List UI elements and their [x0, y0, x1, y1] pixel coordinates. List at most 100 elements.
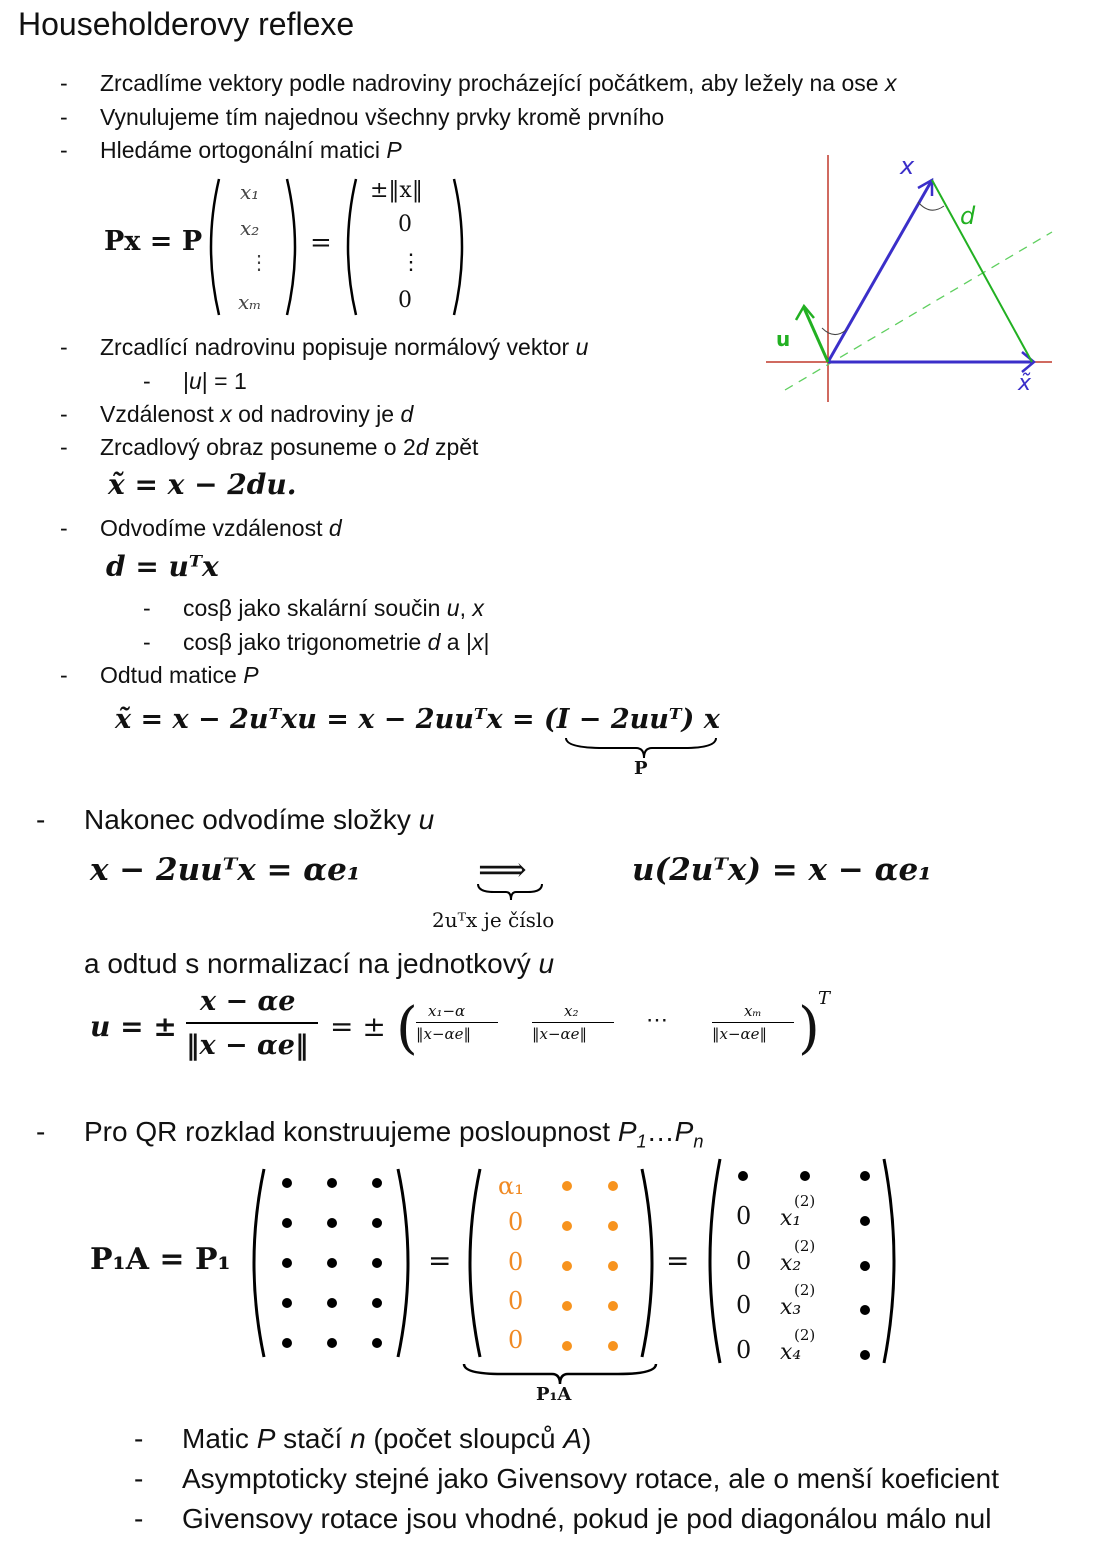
diagram-label-xt: x̃ [1017, 371, 1032, 396]
eq-alpha-rhs: u(2uᵀx) = x − αe₁ [632, 852, 932, 888]
qr-result-zero-1: 0 [736, 1202, 752, 1230]
bullet-dash: - [36, 1116, 46, 1147]
qr-result-x3: x₃ [780, 1295, 802, 1320]
eq-px-lhs: Px = P [104, 226, 203, 257]
qr-matrix-a [282, 1178, 382, 1378]
qr-result-zero-4: 0 [736, 1336, 752, 1364]
qr-result-dot-r2c3 [860, 1213, 870, 1231]
eq-vec-x1: x₁ [240, 180, 260, 204]
eq-vector-r-parens [346, 178, 464, 316]
qr-matrix-p1a-parens [468, 1168, 654, 1358]
bullet-mirror-vectors: Zrcadlíme vektory podle nadroviny prochá… [100, 70, 897, 96]
qr-result-sup3: (2) [794, 1281, 816, 1299]
eq-u-c2-bar [532, 1022, 614, 1023]
eq-u-fracbar [186, 1022, 318, 1024]
eq-implies: ⟹ [478, 850, 527, 890]
eq-u-c1-bar [416, 1022, 498, 1023]
qr-result-dot-r5c3 [860, 1347, 870, 1365]
eq-u-c1-num: x₁−α [428, 1002, 466, 1020]
eq-vec-x2: x₂ [240, 216, 260, 240]
eq-u-c3-num: xₘ [744, 1002, 762, 1020]
qr-result-dot-r1c3 [860, 1168, 870, 1186]
bullet-dash: - [60, 104, 68, 130]
eq-qr-eq2: = [666, 1244, 690, 1277]
bullet-dash: - [60, 401, 68, 427]
qr-result-zero-3: 0 [736, 1291, 752, 1319]
eq-u-c3-den: ‖x−αe‖ [712, 1025, 768, 1043]
eq-qr-lhs: P₁A = P₁ [90, 1242, 231, 1277]
bullet-dash: - [60, 334, 68, 360]
eq-vec-r0: 0 [398, 212, 412, 237]
bullet-dash: - [143, 629, 151, 655]
bullet-asymptotic: Asymptoticky stejné jako Givensovy rotac… [182, 1463, 1000, 1494]
qr-alpha1: α₁ [498, 1172, 524, 1200]
diagram-label-d: d [960, 202, 976, 230]
qr-result-x4: x₄ [780, 1340, 802, 1365]
qr-result-sup4: (2) [794, 1326, 816, 1344]
bullet-dash: - [134, 1463, 144, 1494]
eq-long: x̃ = x − 2uᵀxu = x − 2uuᵀx = (I − 2uuᵀ) … [115, 704, 720, 735]
diagram-label-u: u [776, 327, 790, 351]
eq-u-c1-den: ‖x−αe‖ [416, 1025, 472, 1043]
bullet-zero-out: Vynulujeme tím najednou všechny prvky kr… [100, 104, 665, 130]
eq-qr-eq1: = [428, 1244, 452, 1277]
qr-matrix-a-parens [252, 1168, 410, 1358]
bullet-dash: - [60, 137, 68, 163]
eq-u-transpose: T [818, 988, 831, 1009]
eq-u-lparen: ( [396, 996, 418, 1061]
eq-d: d = uᵀx [106, 550, 219, 583]
eq-u-lhs: u = ± [90, 1010, 177, 1043]
qr-result-x1: x₁ [780, 1206, 802, 1231]
eq-vec-xm: xₘ [238, 290, 262, 314]
qr-result-dot-r1c2 [800, 1168, 810, 1186]
eq-alpha-lhs: x − 2uuᵀx = αe₁ [90, 852, 361, 888]
qr-result-x2: x₂ [780, 1251, 802, 1276]
eq-u-dots: ⋯ [646, 1008, 668, 1033]
eq-equals: = [310, 228, 332, 258]
bullet-unit-norm: |u| = 1 [183, 368, 247, 394]
bullet-matrix-p: Odtud matice P [100, 662, 259, 688]
qr-zero-3: 0 [508, 1287, 524, 1315]
qr-result-sup1: (2) [794, 1192, 816, 1210]
qr-result-sup2: (2) [794, 1237, 816, 1255]
bullet-dash: - [60, 662, 68, 688]
text-normalize: a odtud s normalizací na jednotkový u [84, 948, 555, 979]
eq-implies-note: 2uᵀx je číslo [432, 908, 555, 932]
qr-matrix-p1a-dots [562, 1181, 618, 1381]
bullet-cos-dot: cosβ jako skalární součin u, x [183, 595, 484, 621]
bullet-matrix-count: Matic P stačí n (počet sloupců A) [182, 1423, 592, 1454]
eq-u-c2-den: ‖x−αe‖ [532, 1025, 588, 1043]
qr-result-zero-2: 0 [736, 1247, 752, 1275]
bullet-dash: - [60, 434, 68, 460]
bullet-cos-trig: cosβ jako trigonometrie d a |x| [183, 629, 490, 655]
reflection-diagram: x d u x̃ [766, 152, 1053, 402]
eq-u-rparen: ) [798, 996, 820, 1061]
eq-u-num: x − αe [200, 986, 296, 1017]
bullet-normal-vector: Zrcadlící nadrovinu popisuje normálový v… [100, 334, 589, 360]
bullet-dash: - [36, 804, 46, 835]
eq-xtilde: x̃ = x − 2du. [108, 468, 297, 501]
bullet-dash: - [134, 1503, 144, 1534]
bullet-derive-u: Nakonec odvodíme složky u [84, 804, 435, 835]
bullet-dash: - [143, 368, 151, 394]
bullet-dash: - [60, 70, 68, 96]
bullet-orthogonal-matrix: Hledáme ortogonální matici P [100, 137, 402, 163]
eq-vec-norm: ±‖x‖ [370, 178, 423, 203]
eq-u-den: ‖x − αe‖ [186, 1030, 309, 1061]
qr-result-dot-r1c1 [738, 1168, 748, 1186]
bullet-dash: - [143, 595, 151, 621]
diagram-label-x: x [899, 152, 915, 180]
qr-result-dot-r4c3 [860, 1302, 870, 1320]
bullet-mirror-image: Zrcadlový obraz posuneme o 2d zpět [100, 434, 479, 460]
eq-vec-vdots: ⋮ [249, 250, 269, 274]
eq-u-c3-bar [712, 1022, 794, 1023]
bullet-dash: - [134, 1423, 144, 1454]
eq-u-eq2: = ± [330, 1010, 386, 1043]
bullet-dash: - [60, 515, 68, 541]
page-title: Householderovy reflexe [18, 6, 355, 42]
eq-vec-r0b: 0 [398, 288, 412, 313]
qr-brace-label: P₁A [536, 1384, 572, 1405]
eq-u-c2-num: x₂ [564, 1002, 579, 1020]
qr-zero-1: 0 [508, 1208, 524, 1236]
eq-brace-label-p: P [634, 758, 648, 779]
